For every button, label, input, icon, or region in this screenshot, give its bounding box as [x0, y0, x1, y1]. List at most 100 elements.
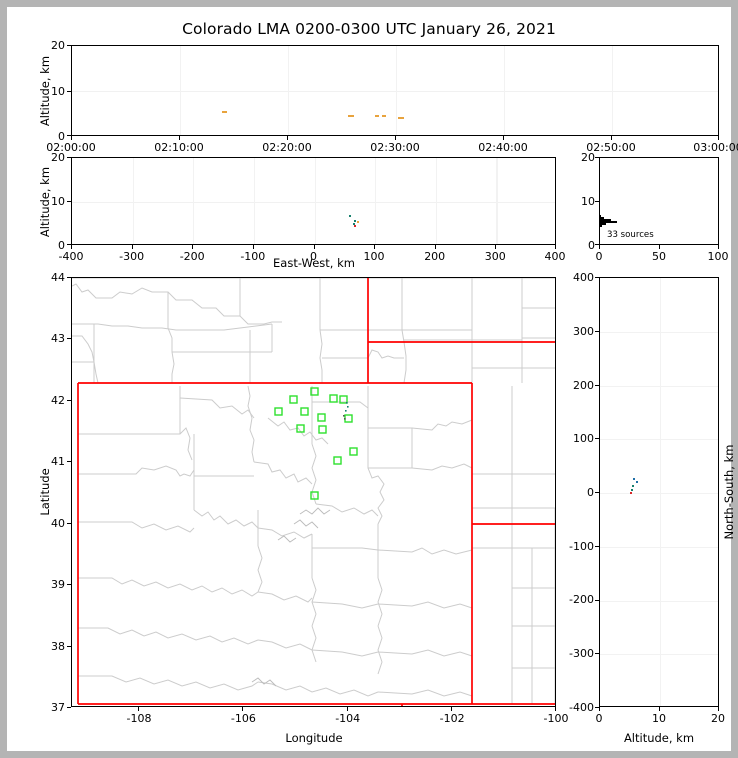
panel-height-northsouth[interactable]: [599, 277, 719, 707]
gridline-time: [504, 46, 506, 135]
xtick-mark: [313, 245, 315, 249]
gridline-altitude-10: [72, 91, 718, 93]
xtick-mark: [71, 245, 73, 249]
county-lines: [72, 278, 555, 384]
xtick-label: -104: [335, 712, 361, 725]
ytick-label: -400: [569, 701, 594, 714]
gridline-eastwest: [496, 158, 498, 244]
xtick-mark: [555, 245, 557, 249]
gridline-eastwest: [375, 158, 377, 244]
xtick-mark: [346, 707, 348, 711]
xtick-mark: [718, 707, 720, 711]
xtick-label: 50: [652, 250, 666, 263]
xtick-mark: [611, 136, 613, 140]
panel-northsouth-xlabel: Altitude, km: [623, 731, 695, 745]
data-point: [349, 215, 352, 218]
data-point: [382, 115, 386, 117]
xtick-label: 02:00:00: [46, 141, 96, 154]
state-boundaries: [77, 278, 555, 706]
ytick-mark: [67, 645, 71, 647]
panel-altitude-histogram[interactable]: 33 sources: [599, 157, 719, 245]
gridline-northsouth: [600, 331, 718, 333]
xtick-mark: [555, 707, 557, 711]
xtick-label: -200: [179, 250, 205, 263]
histogram-bar: [600, 214, 602, 217]
xtick-mark: [503, 136, 505, 140]
data-point: [354, 220, 357, 223]
xtick-mark: [434, 245, 436, 249]
ytick-label: -200: [569, 593, 594, 606]
ytick-label: 400: [573, 271, 594, 284]
ytick-mark: [595, 492, 599, 494]
xtick-mark: [718, 245, 720, 249]
ytick-label: 42: [51, 394, 65, 407]
xtick-mark: [599, 245, 601, 249]
ytick-label: 10: [51, 195, 65, 208]
ytick-mark: [595, 545, 599, 547]
ytick-mark: [67, 461, 71, 463]
panel-time-height[interactable]: [71, 45, 719, 136]
xtick-mark: [659, 245, 661, 249]
xtick-label: 02:40:00: [478, 141, 528, 154]
ytick-label: 43: [51, 332, 65, 345]
gridline-northsouth: [600, 600, 718, 602]
ytick-label: 10: [51, 85, 65, 98]
gridline-eastwest: [193, 158, 195, 244]
xtick-label: 0: [310, 250, 317, 263]
histogram-bar: [600, 220, 617, 223]
xtick-mark: [718, 136, 720, 140]
xtick-mark: [451, 707, 453, 711]
ytick-label: 20: [51, 39, 65, 52]
xtick-mark: [242, 707, 244, 711]
data-point: [354, 225, 357, 228]
gridline-time: [396, 46, 398, 135]
xtick-mark: [138, 707, 140, 711]
panel-map-ylabel: Latitude: [38, 468, 52, 516]
gridline-time: [180, 46, 182, 135]
ytick-label: -100: [569, 540, 594, 553]
xtick-mark: [374, 245, 376, 249]
ytick-label: 37: [51, 701, 65, 714]
xtick-mark: [599, 707, 601, 711]
xtick-mark: [252, 245, 254, 249]
ytick-label: 0: [58, 239, 65, 252]
source-points: [343, 402, 349, 420]
panel-plan-view-map[interactable]: [71, 277, 556, 707]
source-count-label: 33 sources: [607, 230, 654, 240]
ytick-label: 20: [51, 151, 65, 164]
panel-northsouth-ylabel: North-South, km: [722, 444, 736, 540]
xtick-label: 200: [424, 250, 446, 263]
histogram-bar: [600, 222, 606, 225]
ytick-mark: [595, 330, 599, 332]
ytick-mark: [595, 438, 599, 440]
xtick-label: 02:50:00: [586, 141, 636, 154]
figure-title: Colorado LMA 0200-0300 UTC January 26, 2…: [182, 20, 556, 38]
panel-time-height-ylabel: Altitude, km: [38, 55, 52, 127]
lma-station-markers: [274, 387, 358, 500]
ytick-mark: [595, 244, 599, 246]
ytick-mark: [67, 157, 71, 159]
ytick-label: -300: [569, 647, 594, 660]
gridline-eastwest: [435, 158, 437, 244]
ytick-mark: [595, 277, 599, 279]
xtick-label: 100: [363, 250, 385, 263]
panel-east-west-ylabel: Altitude, km: [38, 166, 52, 238]
ytick-mark: [595, 706, 599, 708]
xtick-mark: [71, 136, 73, 140]
panel-map-xlabel: Longitude: [285, 731, 343, 745]
ytick-label: 20: [581, 151, 595, 164]
ytick-mark: [67, 45, 71, 47]
ytick-mark: [595, 599, 599, 601]
data-point: [632, 485, 634, 487]
data-point: [222, 111, 227, 113]
xtick-mark: [495, 245, 497, 249]
xtick-label: 10: [652, 712, 666, 725]
map-geometry: [72, 278, 555, 706]
ytick-label: 41: [51, 455, 65, 468]
gridline-time: [288, 46, 290, 135]
panel-east-west-height[interactable]: [71, 157, 556, 245]
xtick-label: -100: [543, 712, 569, 725]
xtick-mark: [659, 707, 661, 711]
xtick-label: 02:10:00: [154, 141, 204, 154]
ytick-mark: [595, 157, 599, 159]
